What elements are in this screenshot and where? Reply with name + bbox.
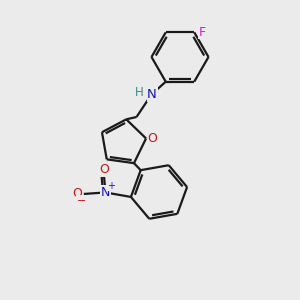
Text: H: H [134,86,143,99]
Text: O: O [148,132,158,145]
Text: N: N [147,88,157,101]
Text: O: O [72,188,82,200]
Text: F: F [199,26,206,39]
Text: O: O [99,163,109,176]
Text: N: N [101,186,110,199]
Text: +: + [107,181,116,191]
Text: −: − [77,196,86,206]
